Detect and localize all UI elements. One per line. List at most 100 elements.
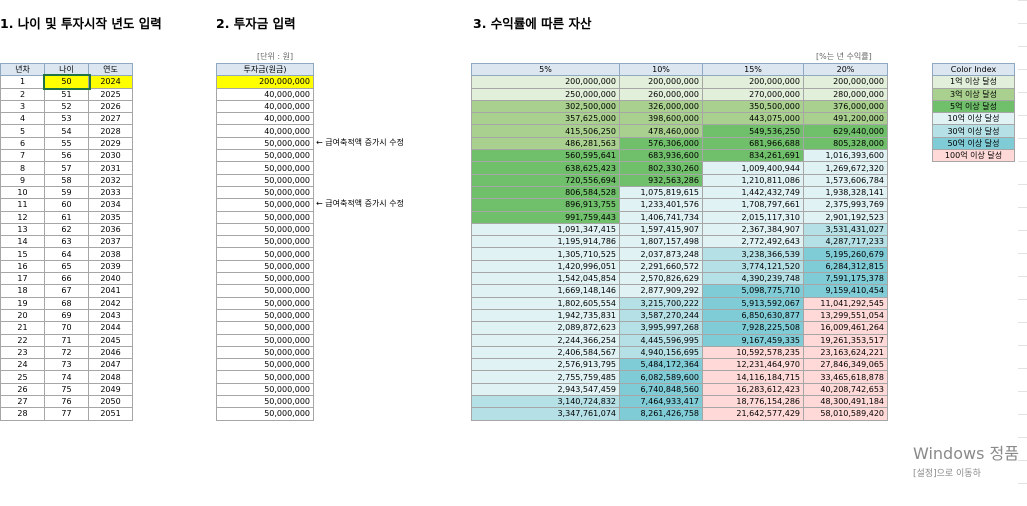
asset-cell[interactable]: 3,215,700,222: [619, 296, 703, 310]
asset-cell[interactable]: 5,484,172,364: [619, 358, 703, 372]
asset-cell[interactable]: 200,000,000: [803, 75, 888, 89]
table-cell[interactable]: 2035: [88, 210, 133, 224]
table-cell[interactable]: 2046: [88, 345, 133, 360]
asset-cell[interactable]: 250,000,000: [471, 87, 620, 101]
asset-cell[interactable]: 802,330,260: [619, 161, 703, 175]
investment-cell[interactable]: 50,000,000: [216, 296, 314, 310]
asset-cell[interactable]: 1,009,400,944: [702, 161, 804, 175]
asset-cell[interactable]: 2,406,584,567: [471, 345, 620, 360]
asset-cell[interactable]: 200,000,000: [471, 75, 620, 89]
investment-cell[interactable]: 200,000,000: [216, 75, 314, 89]
asset-cell[interactable]: 4,445,596,995: [619, 333, 703, 347]
asset-cell[interactable]: 3,531,431,027: [803, 222, 888, 237]
asset-cell[interactable]: 58,010,589,420: [803, 407, 888, 421]
asset-cell[interactable]: 629,440,000: [803, 124, 888, 138]
asset-cell[interactable]: 16,009,461,264: [803, 321, 888, 335]
table-cell[interactable]: 70: [44, 321, 89, 335]
asset-cell[interactable]: 48,300,491,184: [803, 395, 888, 409]
asset-cell[interactable]: 23,163,624,221: [803, 345, 888, 360]
asset-cell[interactable]: 4,287,717,233: [803, 235, 888, 249]
asset-cell[interactable]: 1,420,996,051: [471, 259, 620, 274]
table-cell[interactable]: 4: [0, 112, 45, 126]
asset-cell[interactable]: 350,500,000: [702, 99, 804, 114]
asset-cell[interactable]: 3,587,270,244: [619, 308, 703, 323]
table-cell[interactable]: 7: [0, 149, 45, 163]
table-cell[interactable]: 2026: [88, 99, 133, 114]
table-cell[interactable]: 2039: [88, 259, 133, 274]
asset-cell[interactable]: 2,755,759,485: [471, 370, 620, 384]
investment-cell[interactable]: 50,000,000: [216, 407, 314, 421]
table-cell[interactable]: 74: [44, 370, 89, 384]
table-cell[interactable]: 2051: [88, 407, 133, 421]
asset-cell[interactable]: 270,000,000: [702, 87, 804, 101]
table-cell[interactable]: 75: [44, 382, 89, 397]
asset-cell[interactable]: 200,000,000: [702, 75, 804, 89]
asset-cell[interactable]: 1,406,741,734: [619, 210, 703, 224]
asset-cell[interactable]: 932,563,286: [619, 173, 703, 187]
asset-cell[interactable]: 40,208,742,653: [803, 382, 888, 397]
asset-cell[interactable]: 5,195,260,679: [803, 247, 888, 261]
investment-cell[interactable]: 50,000,000: [216, 284, 314, 298]
asset-cell[interactable]: 6,284,312,815: [803, 259, 888, 274]
asset-cell[interactable]: 1,542,045,854: [471, 272, 620, 286]
asset-cell[interactable]: 2,015,117,310: [702, 210, 804, 224]
table-cell[interactable]: 24: [0, 358, 45, 372]
table-cell[interactable]: 19: [0, 296, 45, 310]
table-cell[interactable]: 76: [44, 395, 89, 409]
asset-cell[interactable]: 720,556,694: [471, 173, 620, 187]
table-cell[interactable]: 6: [0, 136, 45, 151]
asset-cell[interactable]: 560,595,641: [471, 149, 620, 163]
table-cell[interactable]: 15: [0, 247, 45, 261]
investment-cell[interactable]: 40,000,000: [216, 99, 314, 114]
asset-cell[interactable]: 2,901,192,523: [803, 210, 888, 224]
asset-cell[interactable]: 7,591,175,378: [803, 272, 888, 286]
asset-cell[interactable]: 805,328,000: [803, 136, 888, 151]
asset-cell[interactable]: 1,075,819,615: [619, 185, 703, 200]
asset-cell[interactable]: 2,244,366,254: [471, 333, 620, 347]
investment-cell[interactable]: 50,000,000: [216, 210, 314, 224]
table-cell[interactable]: 11: [0, 198, 45, 212]
asset-cell[interactable]: 16,283,612,423: [702, 382, 804, 397]
investment-cell[interactable]: 50,000,000: [216, 198, 314, 212]
asset-cell[interactable]: 14,116,184,715: [702, 370, 804, 384]
asset-cell[interactable]: 11,041,292,545: [803, 296, 888, 310]
asset-cell[interactable]: 2,089,872,623: [471, 321, 620, 335]
investment-cell[interactable]: 50,000,000: [216, 235, 314, 249]
investment-cell[interactable]: 50,000,000: [216, 259, 314, 274]
investment-cell[interactable]: 40,000,000: [216, 87, 314, 101]
asset-cell[interactable]: 1,597,415,907: [619, 222, 703, 237]
table-cell[interactable]: 13: [0, 222, 45, 237]
table-cell[interactable]: 27: [0, 395, 45, 409]
investment-cell[interactable]: 50,000,000: [216, 272, 314, 286]
asset-cell[interactable]: 280,000,000: [803, 87, 888, 101]
table-cell[interactable]: 22: [0, 333, 45, 347]
table-cell[interactable]: 2030: [88, 149, 133, 163]
asset-cell[interactable]: 260,000,000: [619, 87, 703, 101]
table-cell[interactable]: 72: [44, 345, 89, 360]
asset-cell[interactable]: 3,774,121,520: [702, 259, 804, 274]
asset-cell[interactable]: 834,261,691: [702, 149, 804, 163]
asset-cell[interactable]: 1,091,347,415: [471, 222, 620, 237]
table-cell[interactable]: 2024: [88, 75, 133, 89]
table-cell[interactable]: 17: [0, 272, 45, 286]
table-cell[interactable]: 9: [0, 173, 45, 187]
table-cell[interactable]: 2048: [88, 370, 133, 384]
table-cell[interactable]: 59: [44, 185, 89, 200]
investment-cell[interactable]: 50,000,000: [216, 247, 314, 261]
asset-cell[interactable]: 6,082,589,600: [619, 370, 703, 384]
table-cell[interactable]: 56: [44, 149, 89, 163]
asset-cell[interactable]: 991,759,443: [471, 210, 620, 224]
asset-cell[interactable]: 326,000,000: [619, 99, 703, 114]
table-cell[interactable]: 52: [44, 99, 89, 114]
investment-cell[interactable]: 50,000,000: [216, 161, 314, 175]
table-cell[interactable]: 2040: [88, 272, 133, 286]
investment-cell[interactable]: 50,000,000: [216, 321, 314, 335]
table-cell[interactable]: 28: [0, 407, 45, 421]
investment-cell[interactable]: 50,000,000: [216, 395, 314, 409]
asset-cell[interactable]: 5,913,592,067: [702, 296, 804, 310]
table-cell[interactable]: 10: [0, 185, 45, 200]
asset-cell[interactable]: 8,261,426,758: [619, 407, 703, 421]
table-cell[interactable]: 68: [44, 296, 89, 310]
table-cell[interactable]: 8: [0, 161, 45, 175]
asset-cell[interactable]: 2,375,993,769: [803, 198, 888, 212]
